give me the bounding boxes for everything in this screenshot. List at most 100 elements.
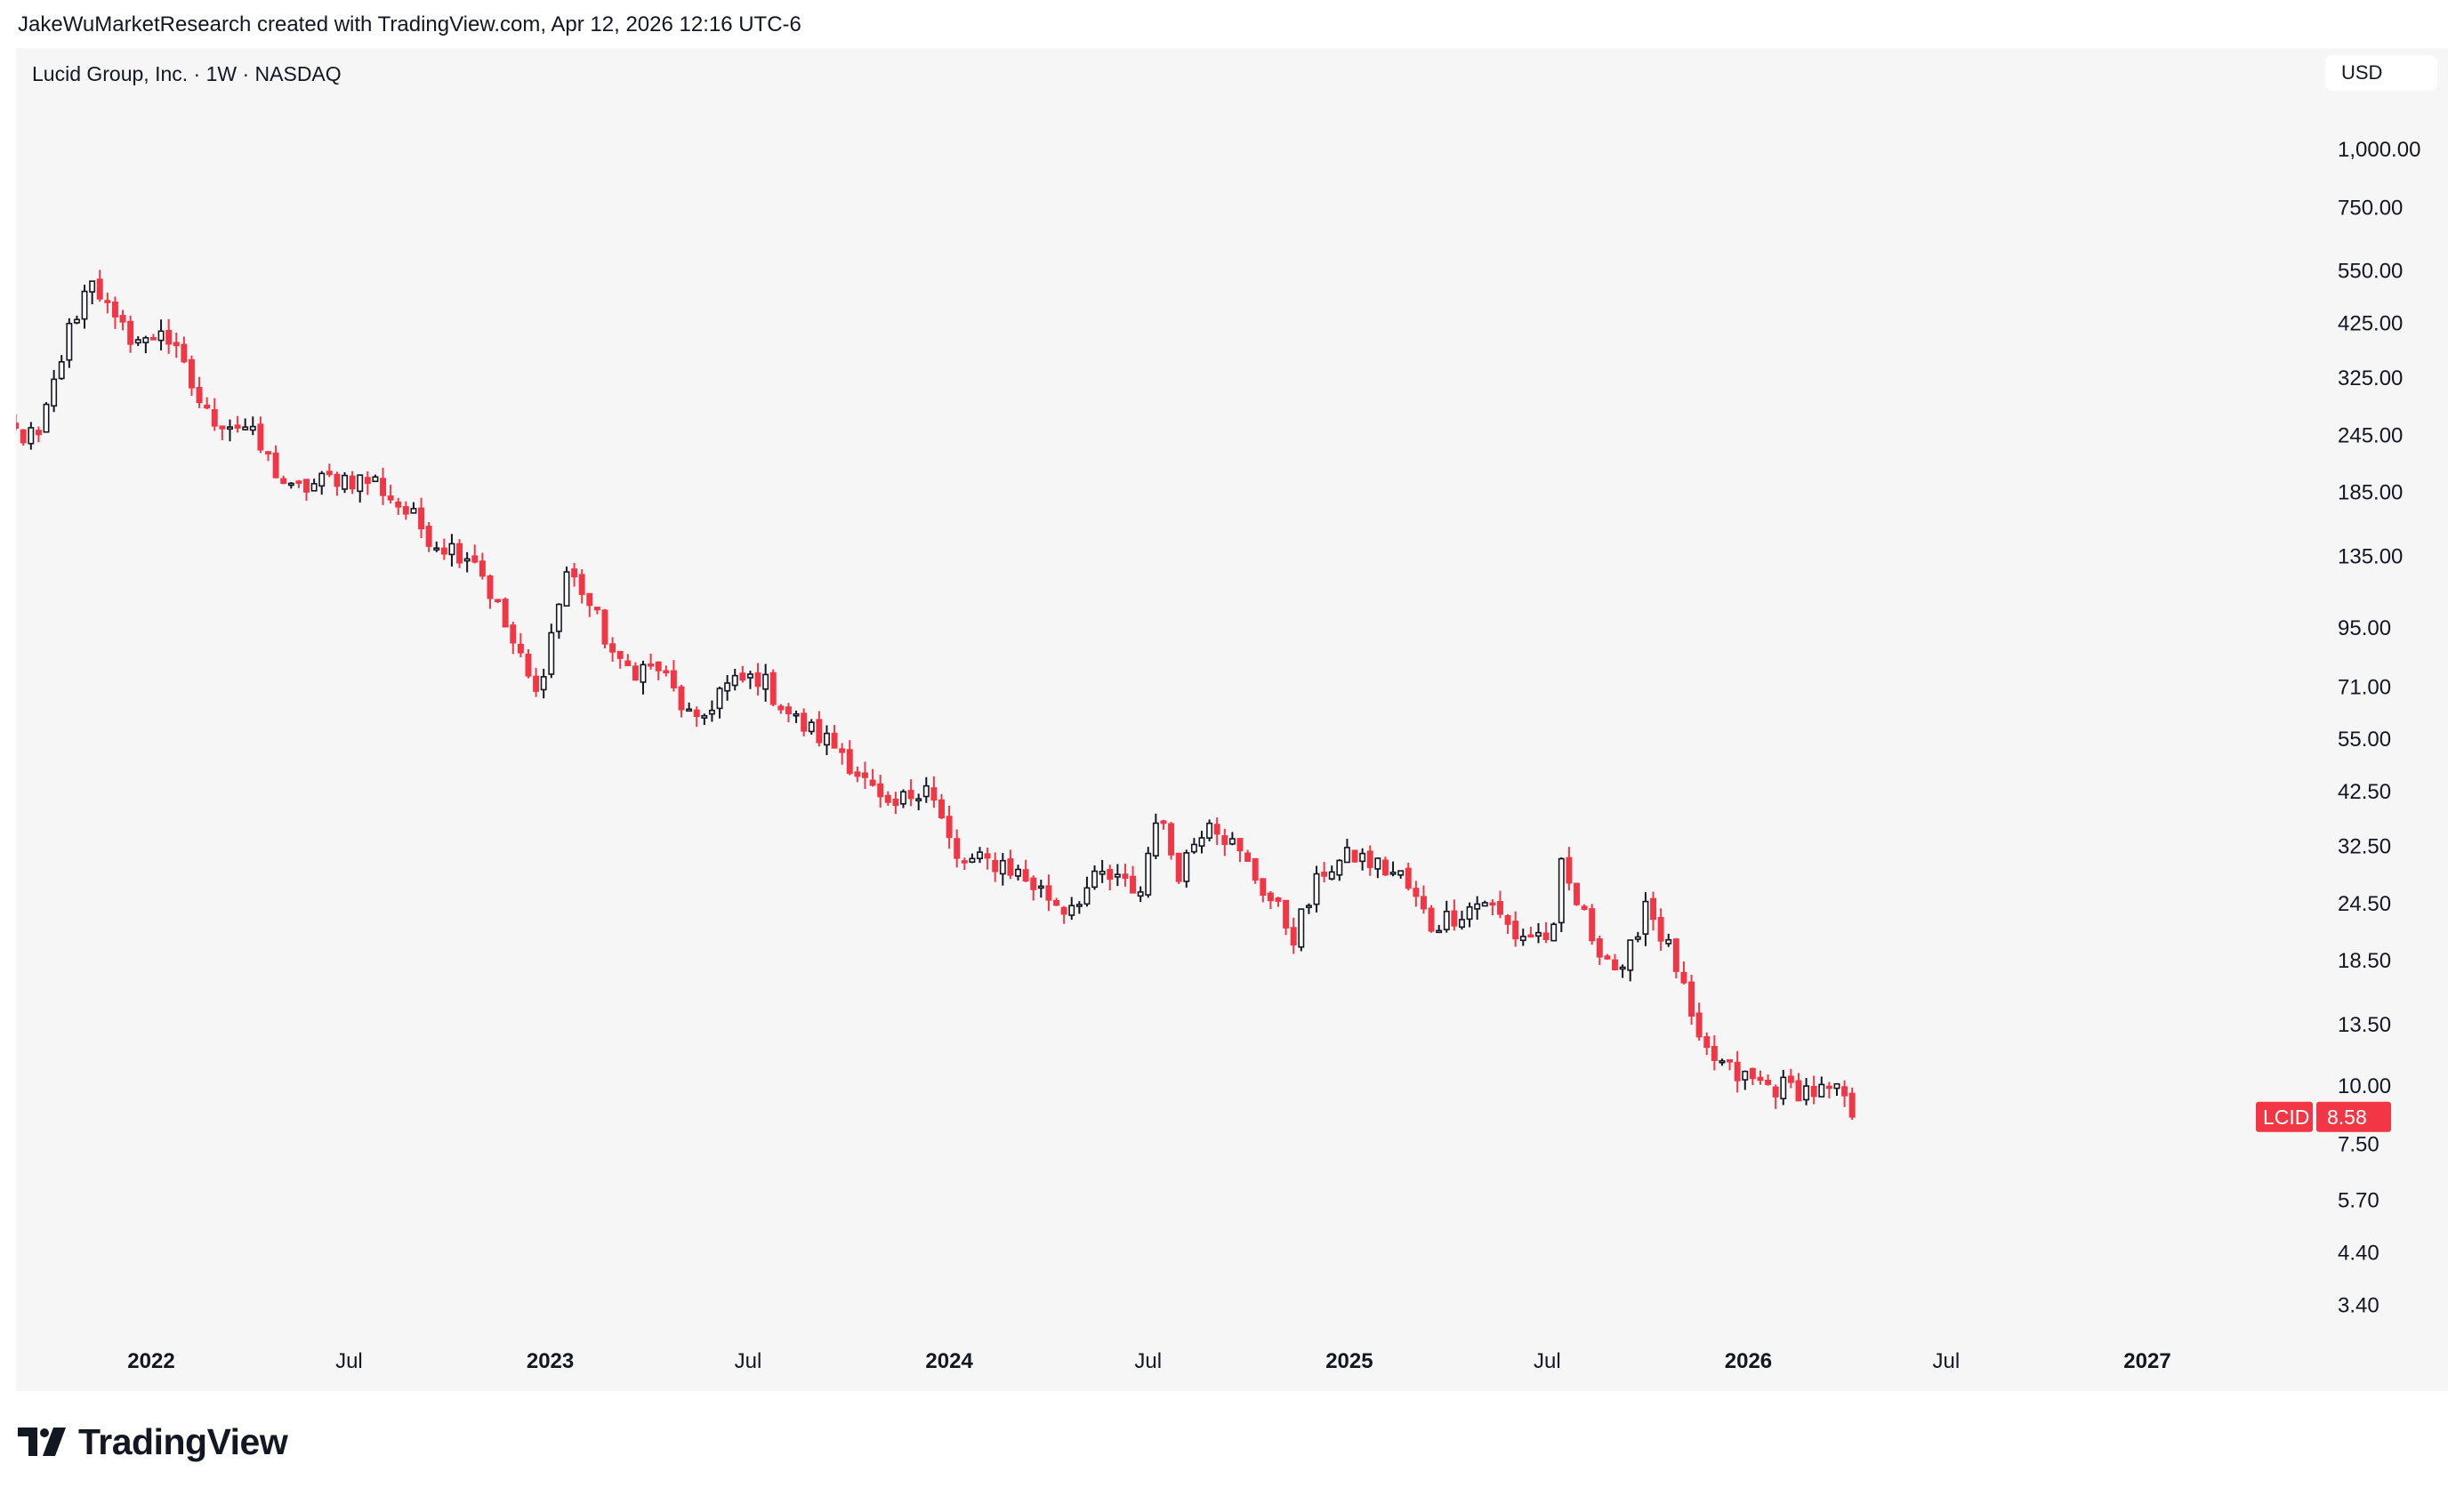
candle-body: [1695, 1012, 1703, 1038]
candle-body: [1145, 852, 1152, 896]
tradingview-wordmark: TradingView: [78, 1421, 288, 1462]
price-chart-svg[interactable]: 1,000.00 750.00 550.00 425.00 325.00 245.00 18…: [16, 48, 2448, 1391]
candle-body: [418, 507, 425, 530]
x-axis-tick-label: Jul: [1134, 1349, 1162, 1373]
candle-body: [1803, 1085, 1810, 1101]
candle-body: [1780, 1076, 1787, 1099]
candle-body: [586, 592, 593, 607]
y-axis-tick-label: 135.00: [2338, 545, 2403, 569]
candle-body: [196, 387, 203, 404]
candle-body: [1015, 868, 1021, 877]
candle-body: [181, 343, 188, 363]
candle-body: [686, 708, 693, 712]
candle-body: [1627, 939, 1634, 971]
candle-body: [977, 851, 983, 859]
candle-body: [51, 378, 58, 407]
candle-body: [149, 337, 157, 341]
candle-body: [173, 342, 180, 347]
candle-body: [1228, 838, 1236, 845]
candle-body: [1252, 857, 1259, 881]
candle-body: [463, 558, 471, 562]
candle-body: [731, 674, 738, 687]
candle-body: [425, 526, 432, 547]
candle-body: [922, 784, 930, 798]
candle-body: [777, 705, 785, 711]
candle-body: [678, 686, 685, 711]
candle-body: [1550, 923, 1558, 942]
candle-body: [1053, 899, 1060, 906]
candle-body: [280, 478, 287, 485]
candle-body: [1083, 887, 1091, 905]
candle-body: [134, 339, 141, 344]
candle-body: [510, 624, 517, 644]
candle-body: [1313, 873, 1320, 905]
candle-body: [1604, 955, 1611, 960]
candle-body: [1672, 938, 1679, 972]
candle-body: [1290, 927, 1297, 946]
tradingview-logo: TradingView: [18, 1421, 288, 1463]
candle-body: [1244, 852, 1252, 862]
candle-body: [1366, 850, 1373, 869]
candle-body: [1190, 843, 1197, 853]
candle-body: [310, 483, 318, 492]
candle-body: [89, 280, 96, 293]
candle-body: [1841, 1086, 1848, 1097]
candle-body: [1374, 857, 1381, 870]
candle-body: [1558, 857, 1565, 924]
candle-body: [1007, 858, 1014, 876]
candle-body: [142, 337, 149, 343]
candle-body: [395, 501, 402, 508]
candle-body: [969, 857, 976, 864]
tradingview-logo-icon: [18, 1427, 66, 1456]
candle-body: [1795, 1080, 1802, 1102]
x-axis-tick-label: 2022: [127, 1349, 174, 1373]
candle-body: [448, 543, 455, 556]
candle-body: [1137, 891, 1144, 897]
candle-body: [402, 506, 409, 515]
candle-body: [1581, 905, 1588, 910]
x-axis-tick-label: Jul: [1534, 1349, 1561, 1373]
candle-body: [693, 709, 700, 718]
candle-body: [793, 712, 800, 717]
candle-body: [1848, 1092, 1856, 1118]
candle-body: [739, 672, 746, 681]
candle-body: [1642, 900, 1649, 935]
candle-body: [616, 650, 624, 659]
candle-body: [701, 714, 708, 719]
last-price-bg: [2316, 1101, 2391, 1132]
candle-body: [1466, 906, 1473, 921]
candle-body: [754, 672, 761, 688]
last-price-tag: LCID 8.58: [2256, 1101, 2391, 1132]
chart-panel[interactable]: 1,000.00 750.00 550.00 425.00 325.00 245.00 18…: [16, 48, 2448, 1391]
candle-body: [1305, 905, 1312, 908]
candle-body: [272, 452, 279, 479]
candle-body: [816, 719, 823, 744]
candle-body: [663, 670, 670, 674]
candle-body: [410, 508, 417, 514]
candle-body: [1351, 849, 1358, 863]
candle-body: [433, 547, 440, 551]
candle-body: [165, 329, 173, 345]
candle-body: [257, 423, 264, 451]
candle-body: [318, 472, 326, 487]
candle-body: [456, 543, 463, 564]
candle-body: [1068, 905, 1075, 916]
candle-body: [1283, 899, 1290, 929]
candle-body: [1359, 852, 1366, 863]
candle-body: [265, 451, 271, 454]
candle-body: [862, 772, 868, 778]
candle-body: [1519, 936, 1526, 942]
candle-body: [1810, 1085, 1817, 1098]
candle-body: [1122, 873, 1129, 880]
candle-body: [907, 790, 914, 800]
candle-body: [1160, 820, 1167, 824]
currency-selector[interactable]: USD: [2325, 55, 2437, 91]
candle-body: [571, 568, 578, 578]
candle-body: [1504, 915, 1511, 925]
candle-body: [1765, 1079, 1772, 1085]
candle-body: [16, 422, 20, 429]
candle-body: [1298, 908, 1305, 948]
candle-body: [1152, 822, 1159, 857]
y-axis-tick-label: 32.50: [2338, 834, 2391, 858]
candle-body: [915, 798, 922, 801]
